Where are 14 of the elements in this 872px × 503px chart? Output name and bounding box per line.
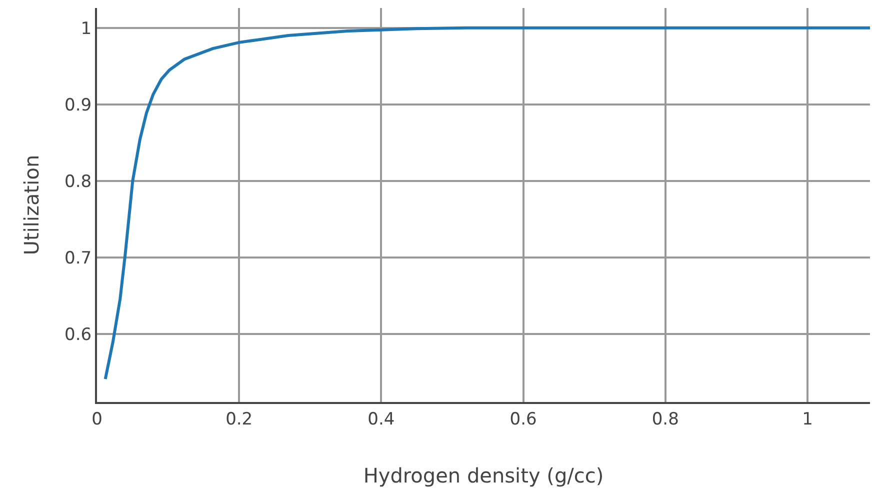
x-tick-label: 1	[802, 409, 813, 430]
y-tick-label: 0.7	[64, 248, 92, 268]
y-tick-label: 1	[80, 18, 92, 39]
x-tick-label: 0.6	[510, 409, 537, 430]
y-tick-label: 0.6	[64, 324, 92, 345]
y-tick-label: 0.9	[64, 95, 92, 116]
y-axis-title: Utilization	[20, 154, 44, 256]
x-tick-label: 0	[92, 409, 102, 430]
x-tick-label: 0.4	[368, 409, 395, 430]
y-tick-label: 0.8	[64, 172, 92, 192]
line-series	[104, 26, 870, 381]
x-tick-label: 0.8	[652, 409, 679, 430]
x-axis-title: Hydrogen density (g/cc)	[363, 463, 604, 488]
x-tick-label: 0.2	[226, 409, 253, 430]
